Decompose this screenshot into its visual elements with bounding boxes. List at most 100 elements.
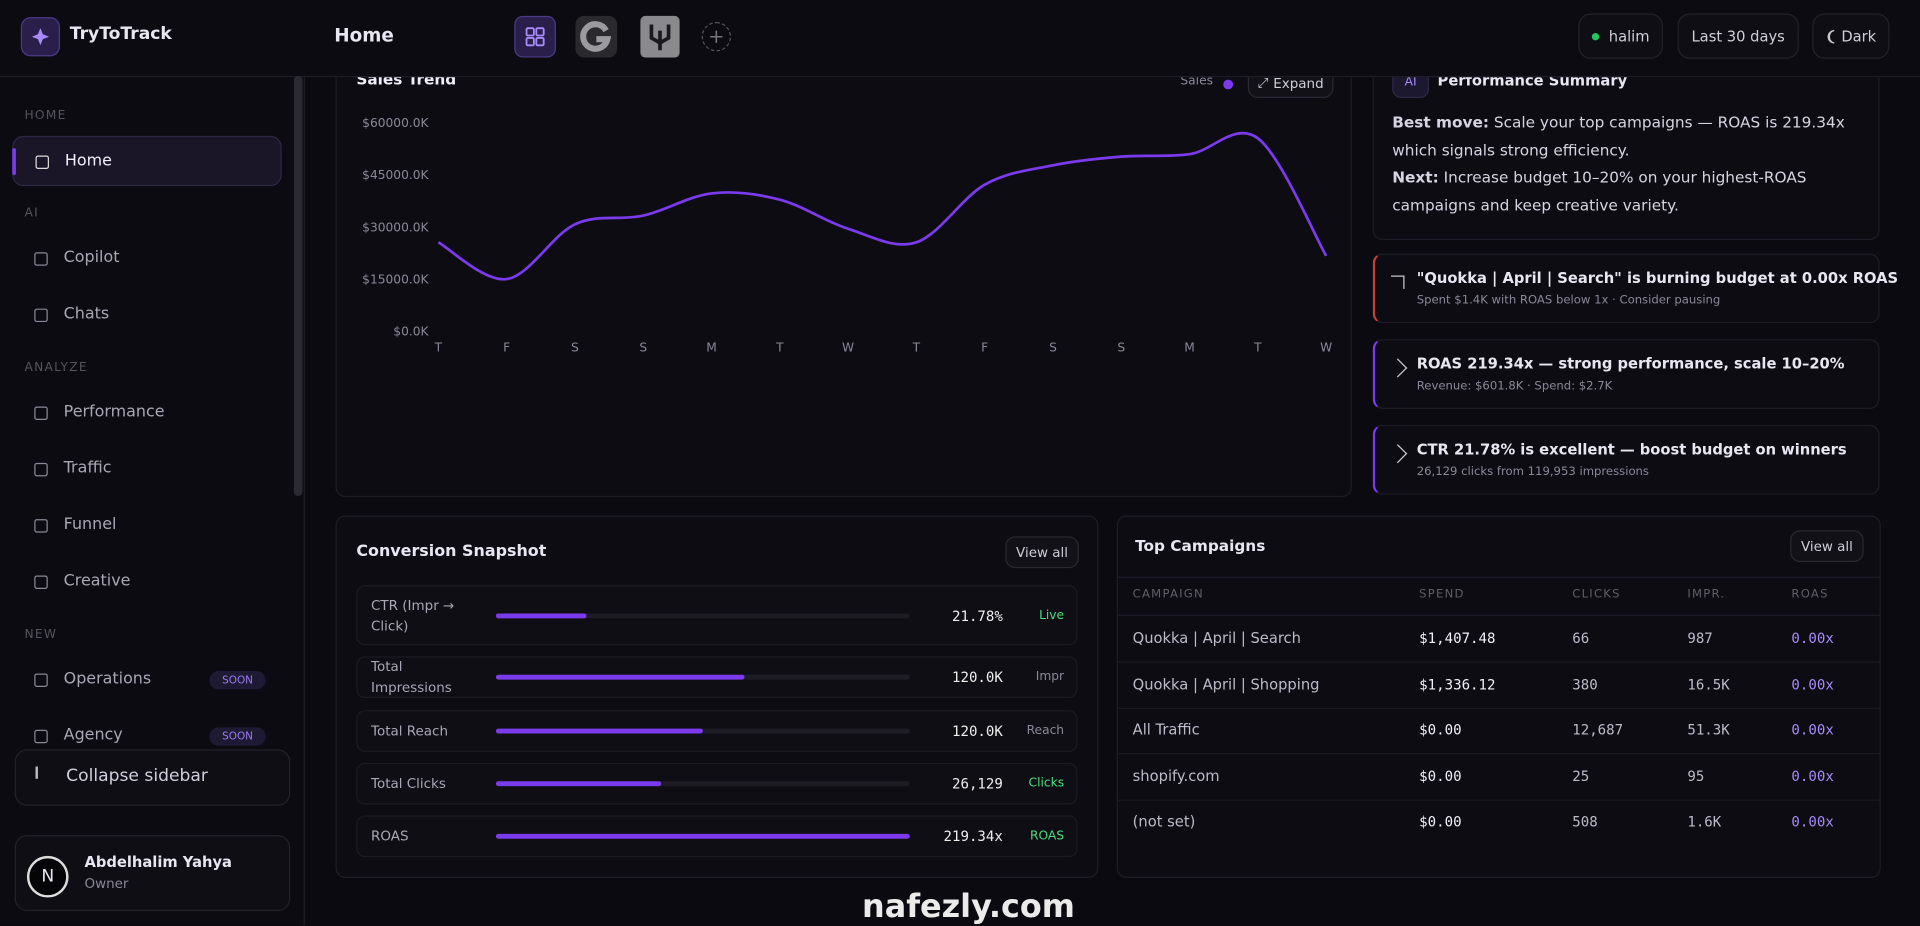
user-card[interactable]: N Abdelhalim Yahya Owner [14,835,291,912]
divider [0,75,304,78]
metric-value: 120.0K [951,722,1003,740]
table-cell: 12,687 [1572,721,1624,739]
alert-title: CTR 21.78% is excellent — boost budget o… [1416,440,1847,458]
table-cell: $0.00 [1419,813,1462,831]
section-label: NEW [24,628,58,642]
alert-title: ROAS 219.34x — strong performance, scale… [1416,355,1845,373]
column-header: SPEND [1419,587,1465,602]
nav-icon [35,155,49,169]
nav-icon [34,729,48,744]
sales-trend-panel: Sales Trend $0.0K $15000.0K $30000.0K $4500… [335,48,1352,498]
table-cell: 16.5K [1687,675,1730,693]
x-tick-label: S [639,340,647,354]
progress-track [495,781,910,787]
legend-marker [1223,79,1234,90]
nav-icon [34,673,48,687]
nav-item[interactable]: Agency SOON [12,711,281,761]
metric-value: 26,129 [951,775,1003,793]
alert-card[interactable]: CTR 21.78% is excellent — boost budget o… [1372,424,1880,495]
alert-card[interactable]: ROAS 219.34x — strong performance, scale… [1372,339,1880,409]
nav-label: Home [64,151,112,171]
table-cell: 380 [1572,675,1598,693]
alert-card[interactable]: "Quokka | April | Search" is burning bud… [1372,253,1898,324]
collapse-button[interactable]: Collapse sidebar [14,749,291,806]
table-row[interactable]: shopify.com $0.00 25 95 0.00x [1117,754,1880,801]
progress-bar [495,833,910,839]
progress-track [495,728,910,734]
table-cell: $1,407.48 [1419,629,1496,647]
nav-item[interactable]: Traffic [12,444,281,494]
view-all-button[interactable]: View all [1790,530,1864,563]
grid-icon [525,27,545,47]
next-text: Increase budget 10–20% on your highest-R… [1392,167,1807,214]
x-tick-label: F [981,340,988,354]
nav-icon [34,462,48,477]
table-row[interactable]: Quokka | April | Search $1,407.48 66 987 0.0… [1117,616,1880,663]
y-tick-label: $30000.0K [362,220,429,234]
nav-item[interactable]: Funnel [12,501,281,551]
table-cell: 0.00x [1791,675,1834,693]
table-row[interactable]: Quokka | April | Shopping $1,336.12 380 16.… [1117,662,1880,709]
user-role: Owner [84,875,129,892]
nav-item[interactable]: Chats [12,290,281,340]
alert-icon [1391,275,1405,289]
add-tab[interactable] [701,22,732,52]
user-name: Abdelhalim Yahya [84,853,232,871]
nav-item[interactable]: Home [12,135,282,187]
table-cell: 0.00x [1791,767,1834,785]
nav-icon [34,406,48,421]
progress-track [495,612,910,618]
progress-bar [495,781,662,787]
alert-icon [1388,444,1408,464]
column-header: CLICKS [1572,587,1621,602]
x-tick-label: M [1184,340,1195,354]
nav-item[interactable]: Operations SOON [12,655,281,705]
metric-value: 219.34x [943,827,1003,845]
metric-tag: ROAS [1029,829,1065,844]
nav-icon [34,575,48,589]
header: Home halim Last 30 days Dark [303,0,1920,78]
account-button[interactable]: halim [1578,13,1663,59]
table-cell: $1,336.12 [1419,675,1496,693]
metric-row: Total Reach 120.0K Reach [356,710,1078,752]
x-tick-label: S [1117,340,1125,354]
brand-logo[interactable] [20,17,61,57]
table-row[interactable]: All Traffic $0.00 12,687 51.3K 0.00x [1117,708,1880,755]
conversion-panel: Conversion Snapshot View all CTR (Impr →… [335,515,1099,878]
metric-value: 21.78% [951,606,1003,624]
metric-label: Total Clicks [371,775,446,792]
tab-dashboard[interactable] [514,15,556,58]
nav-item[interactable]: Copilot [12,234,281,284]
nav-item[interactable]: Performance [12,388,281,438]
x-tick-label: M [706,340,717,354]
scrollbar[interactable] [293,75,303,496]
range-button[interactable]: Last 30 days [1677,13,1799,59]
column-header: ROAS [1791,587,1829,602]
table-divider [1117,576,1880,578]
status-dot [1591,32,1599,40]
view-all-button[interactable]: View all [1005,536,1079,569]
progress-bar [495,728,703,734]
best-text: Scale your top campaigns — ROAS is 219.3… [1392,112,1845,159]
table-cell: All Traffic [1132,721,1200,739]
collapse-label: Collapse sidebar [66,766,208,787]
metric-tag: Impr [1035,670,1065,684]
theme-label: Dark [1841,27,1877,45]
nav-label: Performance [63,402,165,422]
metric-label: ROAS [371,828,409,845]
alert-title: "Quokka | April | Search" is burning bud… [1416,269,1899,287]
x-tick-label: T [1253,340,1262,354]
tab-integration[interactable] [640,15,680,58]
account-label: halim [1608,27,1650,45]
google-icon [580,21,612,52]
tab-google[interactable] [575,15,618,58]
campaigns-title: Top Campaigns [1135,536,1266,555]
nav-icon [34,519,48,533]
table-row[interactable]: (not set) $0.00 508 1.6K 0.00x [1118,800,1880,845]
watermark: nafezly.com [862,888,1075,926]
column-header: IMPR. [1687,587,1726,602]
theme-button[interactable]: Dark [1812,13,1890,59]
x-tick-label: S [1049,340,1057,354]
nav-item[interactable]: Creative [12,557,281,607]
